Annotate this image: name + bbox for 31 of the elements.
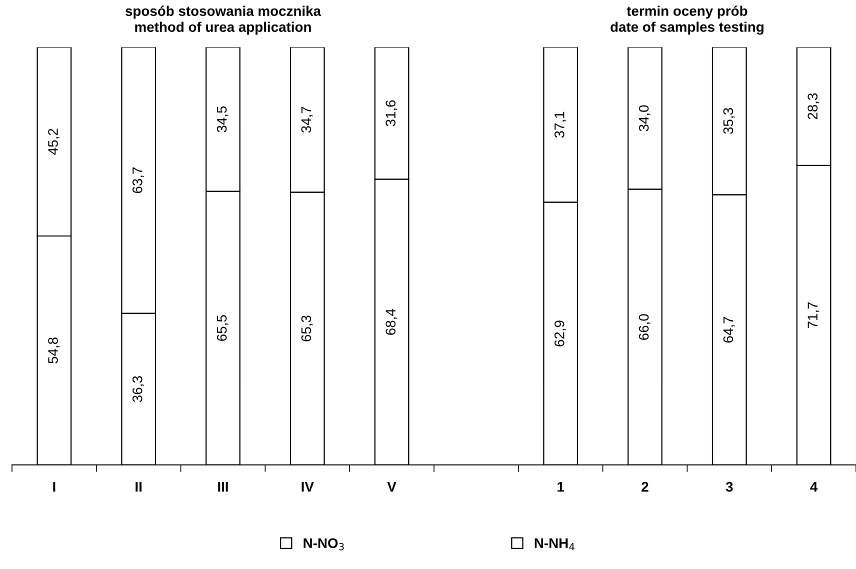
data-label: 65,5	[216, 315, 228, 341]
data-label: 34,7	[301, 106, 313, 133]
x-tick-label: 2	[642, 482, 648, 492]
legend-label: N-NH$_{4}$	[534, 538, 574, 550]
data-label: 35,3	[723, 108, 735, 134]
data-label: 37,1	[554, 112, 566, 138]
data-label: 63,7	[132, 167, 144, 194]
legend-label: N-NO$_{3}$	[304, 538, 344, 550]
text: sposób stosowania mocznika method of urea application	[125, 6, 322, 35]
data-label: 34,5	[216, 106, 228, 132]
data-label: 65,3	[301, 316, 313, 342]
data-label: 45,2	[48, 128, 60, 155]
data-label: 36,3	[132, 376, 144, 402]
x-tick-label: 4	[810, 482, 818, 492]
data-label: 54,8	[48, 338, 60, 364]
data-label: 31,6	[386, 100, 398, 126]
x-tick-label: 3	[726, 482, 733, 492]
data-label: 68,4	[386, 308, 398, 335]
data-label: 62,9	[554, 320, 566, 346]
x-tick-label: II	[136, 482, 142, 492]
data-label: 66,0	[638, 314, 650, 340]
data-label: 71,7	[808, 302, 820, 328]
data-label: 28,3	[808, 93, 820, 120]
x-tick-label: 1	[558, 482, 564, 492]
x-tick-label: I	[53, 482, 56, 492]
data-label: 34,0	[638, 105, 650, 132]
x-tick-label: V	[387, 482, 396, 492]
text: termin oceny prób date of samples testing	[610, 6, 764, 35]
data-label: 64,7	[723, 316, 735, 343]
x-tick-label: IV	[302, 482, 314, 492]
x-tick-label: III	[218, 482, 228, 492]
